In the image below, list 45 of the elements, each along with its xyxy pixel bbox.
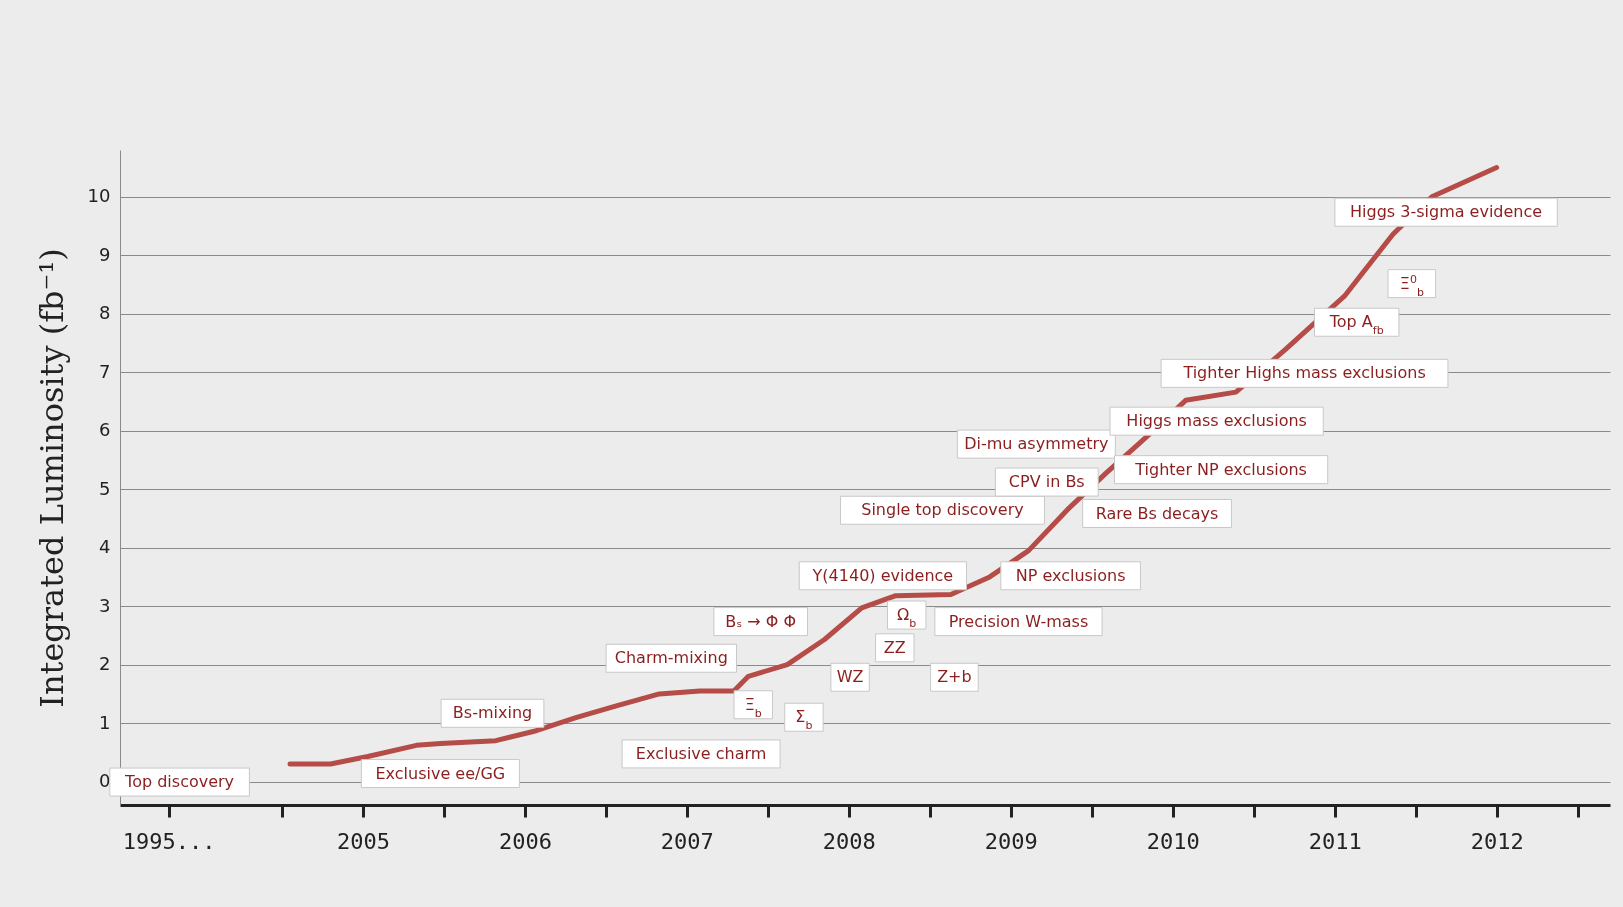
y-tick-label: 0 <box>99 770 111 792</box>
annotation: Higgs 3-sigma evidence <box>1350 202 1543 222</box>
annotation: Exclusive charm <box>635 743 767 763</box>
annotation: Tighter NP exclusions <box>1134 459 1307 479</box>
x-tick-label: 2007 <box>660 828 714 854</box>
x-tick-label: 2008 <box>822 828 876 854</box>
annotation: NP exclusions <box>1015 565 1126 585</box>
annotation: Single top discovery <box>861 500 1024 520</box>
y-tick-label: 3 <box>99 594 111 616</box>
x-tick-label: 2005 <box>336 828 390 854</box>
y-tick-label: 9 <box>99 243 111 265</box>
annotation: Di-mu asymmetry <box>964 434 1109 454</box>
x-tick-label: 2006 <box>498 828 552 854</box>
y-tick-label: 4 <box>99 536 111 558</box>
annotation: Top discovery <box>124 772 235 792</box>
annotation: Rare Bs decays <box>1095 503 1219 523</box>
annotation: Charm-mixing <box>614 648 728 668</box>
x-tick-label: 2012 <box>1470 828 1524 854</box>
x-tick-label: 1995... <box>122 828 216 854</box>
y-tick-label: 2 <box>99 653 111 675</box>
annotation: Top A$_{fb}$ <box>1328 312 1384 337</box>
x-tick-label: 2009 <box>984 828 1038 854</box>
annotation: Exclusive ee/GG <box>375 763 506 783</box>
annotation: Higgs mass exclusions <box>1126 411 1307 431</box>
y-tick-label: 8 <box>99 302 111 324</box>
annotation: Ω$_{b}$ <box>897 605 917 630</box>
annotation: Tighter Highs mass exclusions <box>1182 363 1426 383</box>
annotation: Z+b <box>937 667 972 687</box>
y-tick-label: 5 <box>99 477 111 499</box>
annotation: Precision W-mass <box>948 611 1089 631</box>
y-axis-title: Integrated Luminosity (fb⁻¹) <box>32 248 71 708</box>
annotation: Y(4140) evidence <box>811 565 954 585</box>
y-tick-label: 1 <box>99 711 111 733</box>
annotation: WZ <box>836 667 864 687</box>
x-tick-label: 2010 <box>1146 828 1200 854</box>
annotation: Bₛ → Φ Φ <box>725 611 797 631</box>
y-tick-label: 7 <box>99 360 111 382</box>
annotation: Ξ$_{b}$ <box>744 694 762 720</box>
x-tick-label: 2011 <box>1308 828 1362 854</box>
y-tick-label: 10 <box>87 185 111 207</box>
annotation: Bs-mixing <box>452 703 533 723</box>
annotation: ZZ <box>883 637 906 657</box>
annotation: CPV in Bs <box>1008 472 1085 492</box>
annotation: Σ$_{b}$ <box>795 707 813 732</box>
y-tick-label: 6 <box>99 419 111 441</box>
